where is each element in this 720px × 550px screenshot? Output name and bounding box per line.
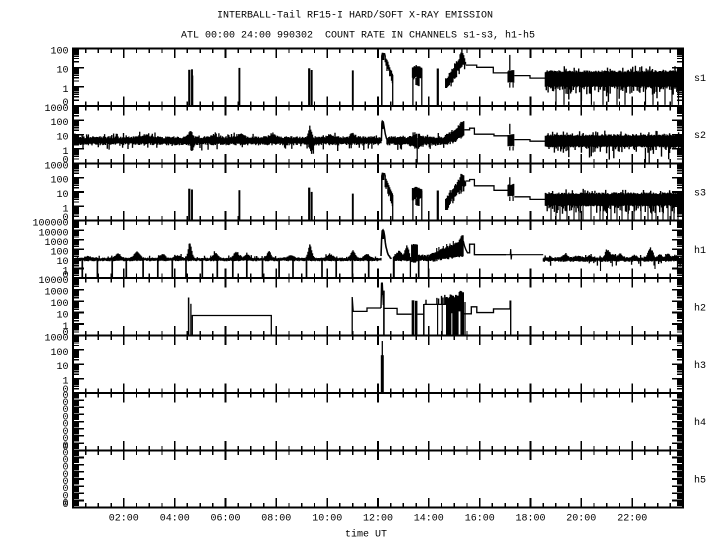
- svg-text:ATL 00:00 24:00 990302 COUNT: ATL 00:00 24:00 990302 COUNT RATE IN CHA…: [181, 29, 535, 41]
- svg-text:0: 0: [62, 391, 68, 402]
- svg-text:h4: h4: [694, 417, 706, 429]
- svg-text:0: 0: [62, 213, 68, 224]
- svg-text:10: 10: [56, 362, 68, 373]
- svg-text:0: 0: [62, 328, 68, 339]
- svg-text:0: 0: [62, 434, 68, 445]
- svg-text:100: 100: [50, 176, 68, 187]
- svg-text:0: 0: [62, 463, 68, 474]
- svg-text:0: 0: [62, 156, 68, 167]
- svg-text:10: 10: [56, 133, 68, 144]
- svg-text:0: 0: [62, 500, 68, 511]
- svg-text:0: 0: [62, 491, 68, 502]
- svg-text:1: 1: [62, 267, 68, 278]
- svg-text:02:00: 02:00: [109, 514, 139, 525]
- svg-text:h1: h1: [694, 245, 706, 257]
- svg-text:0: 0: [62, 443, 68, 454]
- svg-text:10: 10: [56, 257, 68, 268]
- svg-text:s1: s1: [694, 74, 706, 85]
- svg-text:0: 0: [62, 385, 68, 396]
- svg-text:time UT: time UT: [345, 529, 387, 541]
- svg-text:22:00: 22:00: [617, 514, 647, 525]
- svg-text:18:00: 18:00: [515, 514, 545, 525]
- svg-text:0: 0: [62, 499, 68, 510]
- svg-text:1: 1: [62, 85, 68, 96]
- svg-text:0: 0: [62, 98, 68, 109]
- svg-text:1000: 1000: [44, 238, 68, 249]
- svg-text:h2: h2: [694, 302, 706, 314]
- svg-text:10: 10: [56, 190, 68, 201]
- svg-text:0: 0: [62, 270, 68, 281]
- svg-text:1: 1: [62, 377, 68, 388]
- svg-text:h3: h3: [694, 360, 706, 372]
- svg-text:10: 10: [56, 311, 68, 322]
- svg-text:10000: 10000: [38, 228, 68, 239]
- svg-text:h5: h5: [694, 475, 706, 487]
- svg-text:1000: 1000: [44, 288, 68, 299]
- svg-text:0: 0: [62, 420, 68, 431]
- svg-text:100: 100: [50, 247, 68, 258]
- svg-text:1: 1: [62, 204, 68, 215]
- svg-text:1000: 1000: [44, 104, 68, 115]
- svg-text:10:00: 10:00: [312, 514, 342, 525]
- svg-text:INTERBALL-Tail RF15-I HARD/SOF: INTERBALL-Tail RF15-I HARD/SOFT X-RAY EM…: [217, 10, 493, 22]
- svg-text:100000: 100000: [32, 219, 68, 230]
- svg-text:0: 0: [62, 477, 68, 488]
- svg-text:100: 100: [50, 47, 68, 58]
- svg-text:0: 0: [62, 484, 68, 495]
- svg-text:s2: s2: [694, 131, 706, 142]
- svg-text:14:00: 14:00: [414, 514, 444, 525]
- svg-text:0: 0: [62, 412, 68, 423]
- svg-text:0: 0: [62, 470, 68, 481]
- svg-text:0: 0: [62, 427, 68, 438]
- svg-text:1000: 1000: [44, 334, 68, 345]
- svg-text:100: 100: [50, 299, 68, 310]
- svg-text:10000: 10000: [38, 276, 68, 287]
- svg-text:04:00: 04:00: [160, 514, 190, 525]
- svg-text:12:00: 12:00: [363, 514, 393, 525]
- svg-text:06:00: 06:00: [210, 514, 240, 525]
- svg-text:20:00: 20:00: [566, 514, 596, 525]
- svg-text:0: 0: [62, 398, 68, 409]
- svg-text:s3: s3: [694, 189, 706, 200]
- svg-text:10: 10: [56, 66, 68, 77]
- svg-text:0: 0: [62, 441, 68, 452]
- svg-text:100: 100: [50, 118, 68, 129]
- svg-text:0: 0: [62, 405, 68, 416]
- svg-text:1000: 1000: [44, 161, 68, 172]
- svg-text:16:00: 16:00: [465, 514, 495, 525]
- svg-text:1: 1: [62, 147, 68, 158]
- svg-text:1: 1: [62, 322, 68, 333]
- svg-text:100: 100: [50, 348, 68, 359]
- svg-text:0: 0: [62, 448, 68, 459]
- svg-text:0: 0: [62, 456, 68, 467]
- svg-text:08:00: 08:00: [261, 514, 291, 525]
